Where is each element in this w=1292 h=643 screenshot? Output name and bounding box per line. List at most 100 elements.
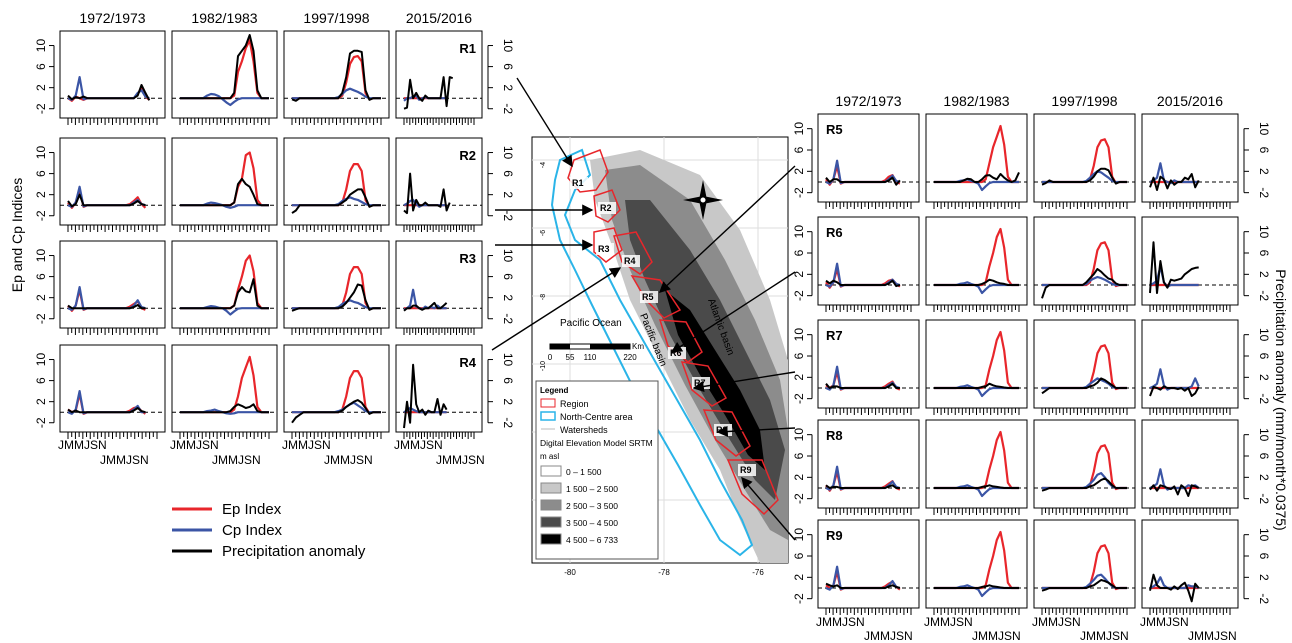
ocean-label: Pacific Ocean <box>560 318 622 329</box>
elevation-band <box>665 290 765 470</box>
region-label: R2 <box>459 148 476 163</box>
panel-R2-2 <box>283 137 390 232</box>
panel-R9-2 <box>1033 519 1136 615</box>
dem-swatch <box>540 533 562 545</box>
lat-tick-label: -6 <box>540 230 547 236</box>
panel-frame <box>1033 216 1136 306</box>
connector-arrow <box>741 476 796 541</box>
legend-label: Cp Index <box>222 522 283 539</box>
x-label: JMMJSN <box>282 438 331 452</box>
period-header: 1997/1998 <box>303 10 369 26</box>
series-pr <box>180 177 269 207</box>
y-tick-label: -2 <box>34 210 48 221</box>
connector-arrow <box>692 371 796 392</box>
y-tick-label: -2 <box>501 210 515 221</box>
y-tick-label: 6 <box>1257 250 1271 257</box>
y-tick-label: 10 <box>792 225 806 239</box>
panel-frame <box>59 30 166 119</box>
y-tick-label: -2 <box>792 187 806 198</box>
period-header: 1972/1973 <box>79 10 145 26</box>
panel-frame <box>171 30 278 119</box>
dem-class-label: 1 500 – 2 500 <box>566 484 618 494</box>
region-outline-R2 <box>593 189 621 223</box>
region-label: R7 <box>826 328 843 343</box>
panel-R8-2 <box>1033 419 1136 515</box>
region-label: R3 <box>459 251 476 266</box>
y-tick-label: 2 <box>34 294 48 301</box>
dem-swatch <box>540 516 562 528</box>
panel-frame <box>283 137 390 226</box>
series-pr <box>67 193 146 208</box>
y-tick-label: 10 <box>501 39 515 53</box>
panel-frame <box>1033 113 1136 203</box>
region-outline-R7 <box>680 361 728 407</box>
map-region-label: R1 <box>572 178 584 188</box>
scale-bar-segment <box>590 344 630 349</box>
connector-arrow <box>491 267 622 351</box>
y-tick-label: 6 <box>34 273 48 280</box>
panel-R3-2 <box>283 240 390 335</box>
panel-frame <box>283 30 390 119</box>
panel-R7-1 <box>925 319 1028 415</box>
panel-R1-3: -2 2 6 10 <box>395 30 515 125</box>
legend-label: Ep Index <box>222 501 282 518</box>
region-outline-R6 <box>658 319 703 363</box>
y-tick-label: 6 <box>792 249 806 256</box>
y-tick-label: 2 <box>501 191 515 198</box>
y-tick-label: 2 <box>501 398 515 405</box>
x-label: JMMJSN <box>436 453 485 467</box>
dem-class-label: 2 500 – 3 500 <box>566 501 618 511</box>
y-tick-label: 2 <box>792 271 806 278</box>
y-tick-label: -2 <box>501 313 515 324</box>
panel-R5-3: -2 2 6 10 <box>1141 113 1271 209</box>
x-label: JMMJSN <box>924 615 973 629</box>
region-label-bg <box>640 291 658 303</box>
region-label-bg <box>598 202 616 214</box>
y-tick-label: 6 <box>1257 453 1271 460</box>
region-label: R6 <box>826 225 843 240</box>
region-label-bg <box>596 243 614 255</box>
y-tick-label: 2 <box>792 374 806 381</box>
series-pr <box>291 49 381 102</box>
series-cp <box>1149 576 1200 590</box>
panel-R4-1 <box>171 344 278 439</box>
region-label-bg <box>622 255 640 267</box>
y-tick-label: -2 <box>1257 187 1271 198</box>
x-label: JMMJSN <box>1032 615 1081 629</box>
panel-frame <box>59 240 166 329</box>
panel-R9-0: -2 2 6 10 <box>792 519 920 615</box>
map-legend-title: Legend <box>540 386 569 395</box>
series-pr <box>934 278 1019 286</box>
panel-R4-2 <box>283 344 390 439</box>
region-outline-R9 <box>726 459 779 516</box>
series-pr <box>934 171 1020 183</box>
series-pr <box>825 279 901 288</box>
map-legend-swatch <box>540 398 556 408</box>
panel-R5-0: -2 2 6 10 <box>792 113 920 209</box>
map-region-label: R6 <box>670 348 682 358</box>
panel-R6-3: -2 2 6 10 <box>1141 216 1271 312</box>
panel-R2-0: -2 2 6 10 <box>34 137 166 232</box>
y-tick-label: 6 <box>501 170 515 177</box>
panel-frame <box>59 137 166 226</box>
y-tick-label: 6 <box>792 352 806 359</box>
series-pr <box>1149 173 1200 191</box>
y-tick-label: 6 <box>1257 553 1271 560</box>
panel-R5-1 <box>925 113 1028 209</box>
map-legend-item: Region <box>560 399 589 409</box>
y-tick-label: -2 <box>501 417 515 428</box>
panel-R4-3: -2 2 6 10 <box>395 344 515 439</box>
y-tick-label: 6 <box>34 63 48 70</box>
y-tick-label: 2 <box>1257 474 1271 481</box>
dem-unit: m asl <box>540 452 559 461</box>
x-label: JMMJSN <box>324 453 373 467</box>
panel-R9-3: -2 2 6 10 <box>1141 519 1271 615</box>
map-region-label: R2 <box>600 203 612 213</box>
y-tick-label: 10 <box>1257 225 1271 239</box>
series-pr <box>403 172 451 215</box>
x-label: JMMJSN <box>1080 629 1129 643</box>
y-tick-label: -2 <box>792 290 806 301</box>
panel-R1-0: -2 2 6 10 <box>34 30 166 125</box>
y-tick-label: -2 <box>792 593 806 604</box>
